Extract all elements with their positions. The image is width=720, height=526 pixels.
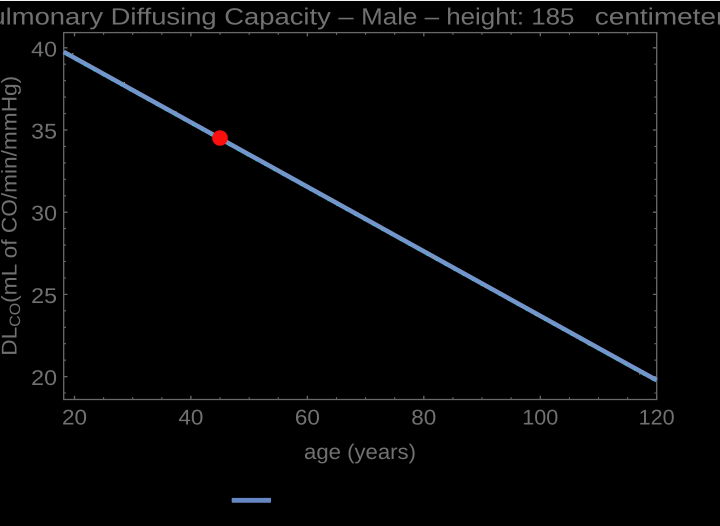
svg-text:30: 30 <box>31 202 57 226</box>
svg-text:80: 80 <box>411 405 436 429</box>
svg-text:20: 20 <box>31 366 57 390</box>
svg-text:60: 60 <box>295 405 320 429</box>
svg-text:Pulmonary Diffusing Capacity –: Pulmonary Diffusing Capacity – Male – he… <box>0 4 720 30</box>
svg-text:40: 40 <box>178 405 203 429</box>
svg-text:25: 25 <box>31 284 57 308</box>
svg-text:DLCO(mL of CO/min/mmHg): DLCO(mL of CO/min/mmHg) <box>0 76 24 356</box>
svg-text:35: 35 <box>31 120 57 144</box>
svg-text:40: 40 <box>31 37 57 61</box>
svg-text:age (years): age (years) <box>304 440 416 464</box>
svg-text:20: 20 <box>62 405 87 429</box>
svg-text:120: 120 <box>639 405 675 429</box>
svg-text:100: 100 <box>522 405 558 429</box>
